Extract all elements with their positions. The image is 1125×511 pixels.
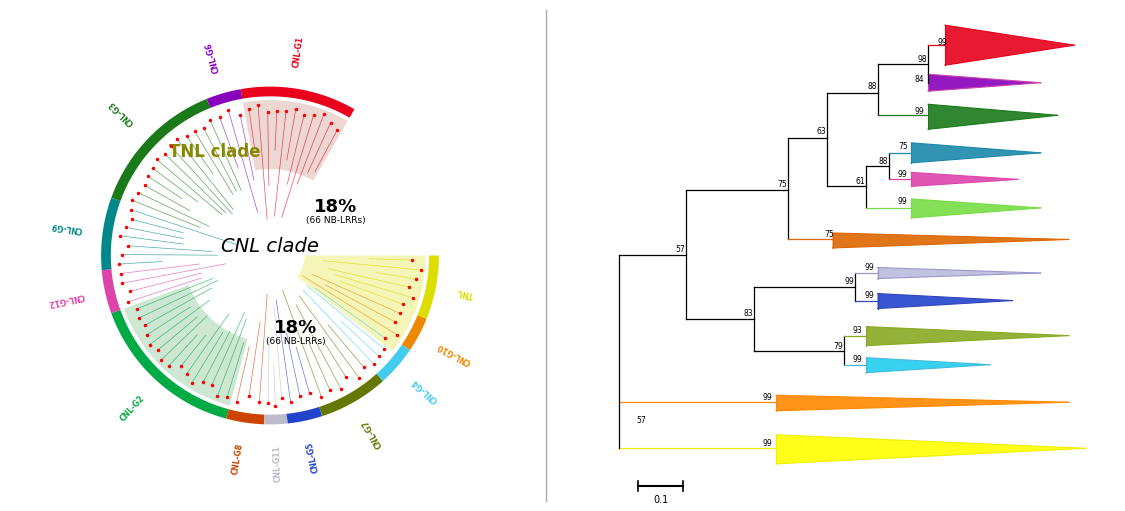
Text: 57: 57 <box>637 416 646 425</box>
Text: 99: 99 <box>845 277 854 286</box>
Text: CNL-G12: CNL-G12 <box>47 291 86 307</box>
Polygon shape <box>832 233 1069 248</box>
Text: 0.1: 0.1 <box>654 495 668 505</box>
Polygon shape <box>911 172 1018 187</box>
Text: 57: 57 <box>676 245 685 254</box>
Text: CNL-G8: CNL-G8 <box>231 443 245 475</box>
Polygon shape <box>911 143 1041 163</box>
Text: 99: 99 <box>898 197 908 206</box>
Text: 99: 99 <box>915 107 925 117</box>
Polygon shape <box>866 327 1069 345</box>
Polygon shape <box>297 256 425 351</box>
Polygon shape <box>945 25 1074 65</box>
Polygon shape <box>776 435 1086 464</box>
Text: CNL-G1: CNL-G1 <box>292 35 305 68</box>
Text: 88: 88 <box>867 82 876 91</box>
Polygon shape <box>776 395 1069 411</box>
Text: 75: 75 <box>898 143 908 151</box>
Text: 88: 88 <box>879 157 888 167</box>
Text: 99: 99 <box>898 170 908 179</box>
Text: CNL clade: CNL clade <box>220 238 319 257</box>
Text: 18%: 18% <box>274 319 317 337</box>
Polygon shape <box>878 293 1012 309</box>
Text: CNL-G2: CNL-G2 <box>118 393 146 423</box>
Polygon shape <box>878 268 1041 278</box>
Text: (66 NB-LRRs): (66 NB-LRRs) <box>267 337 326 346</box>
Text: 99: 99 <box>864 291 874 299</box>
Text: CNL-G3: CNL-G3 <box>108 98 136 127</box>
Text: 99: 99 <box>864 263 874 272</box>
Text: 99: 99 <box>937 38 947 47</box>
Polygon shape <box>866 358 990 373</box>
Text: CNL-G11: CNL-G11 <box>272 445 282 482</box>
Polygon shape <box>928 74 1041 91</box>
Text: 75: 75 <box>777 180 786 189</box>
Text: (66 NB-LRRs): (66 NB-LRRs) <box>306 217 366 225</box>
Text: CNL-G7: CNL-G7 <box>361 418 385 450</box>
Text: 18%: 18% <box>314 198 358 216</box>
Text: 84: 84 <box>915 75 925 84</box>
Text: TNL clade: TNL clade <box>169 143 261 161</box>
Text: CNL-G9: CNL-G9 <box>50 220 82 234</box>
Polygon shape <box>911 199 1041 218</box>
Text: 75: 75 <box>825 230 835 239</box>
Text: TNL: TNL <box>456 287 474 299</box>
Polygon shape <box>243 100 348 181</box>
Text: 98: 98 <box>918 55 927 64</box>
Text: 63: 63 <box>817 127 826 136</box>
Text: CNL-G5: CNL-G5 <box>305 440 321 473</box>
Text: 99: 99 <box>763 393 773 402</box>
Text: CNL-G10: CNL-G10 <box>435 341 472 366</box>
Polygon shape <box>124 285 248 406</box>
Text: CNL-G4: CNL-G4 <box>411 377 440 404</box>
Text: 83: 83 <box>744 309 753 318</box>
Text: 93: 93 <box>853 326 863 335</box>
Text: 61: 61 <box>856 177 865 186</box>
Text: 99: 99 <box>763 439 773 448</box>
Text: CNL-G6: CNL-G6 <box>205 41 222 74</box>
Text: 79: 79 <box>834 342 843 351</box>
Text: 99: 99 <box>853 355 863 364</box>
Polygon shape <box>928 104 1058 129</box>
